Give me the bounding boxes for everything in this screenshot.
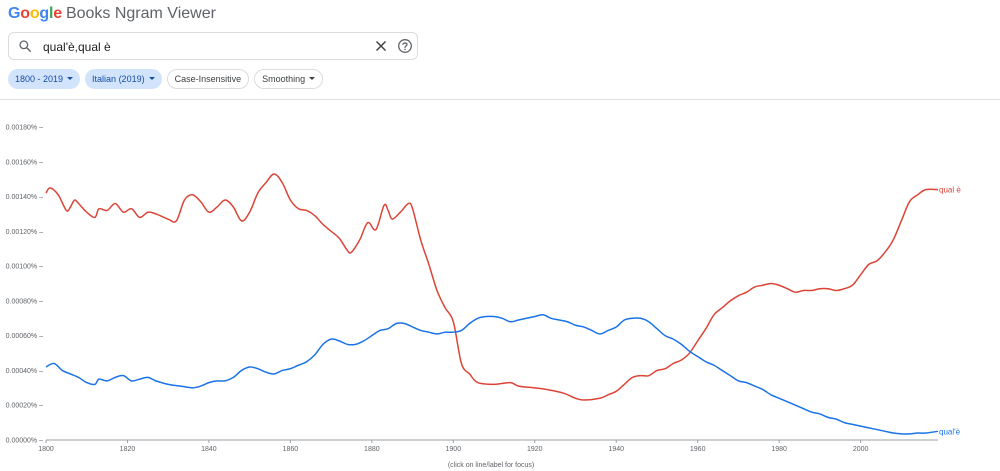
x-tick-label: 1800 bbox=[38, 446, 54, 453]
series-label-1[interactable]: qual'è bbox=[939, 427, 961, 436]
help-icon[interactable] bbox=[397, 38, 413, 54]
x-tick-label: 1960 bbox=[690, 446, 706, 453]
y-tick-label: 0.00100% – bbox=[6, 264, 43, 271]
y-tick-label: 0.00140% – bbox=[6, 194, 43, 201]
logo-letter: G bbox=[8, 5, 21, 22]
chip-year-range[interactable]: 1800 - 2019 bbox=[8, 69, 81, 89]
x-tick-label: 2000 bbox=[853, 446, 869, 453]
y-tick-label: 0.00000% – bbox=[6, 438, 43, 445]
app-name: Books Ngram Viewer bbox=[65, 5, 216, 22]
logo-letter: l bbox=[48, 5, 54, 22]
y-tick-label: 0.00080% – bbox=[6, 298, 43, 305]
chip-smoothing-label: Smoothing bbox=[262, 74, 306, 84]
x-axis: 1800 1820 1840 1860 1880 1900 1920 1940 1960 1980… bbox=[38, 439, 938, 453]
chip-case-insensitive[interactable]: Case-Insensitive bbox=[166, 69, 250, 89]
x-tick-label: 1940 bbox=[608, 446, 624, 453]
x-tick-label: 1980 bbox=[771, 446, 787, 453]
series-line-0[interactable] bbox=[45, 173, 939, 401]
y-tick-label: 0.00160% – bbox=[6, 159, 43, 166]
chip-case-insensitive-label: Case-Insensitive bbox=[174, 74, 242, 84]
close-icon[interactable] bbox=[375, 40, 387, 52]
x-tick-label: 1920 bbox=[527, 446, 543, 453]
y-tick-label: 0.00060% – bbox=[6, 333, 43, 340]
filter-chips: 1800 - 2019 Italian (2019) Case-Insensitiv… bbox=[8, 69, 328, 89]
series-label-0[interactable]: qual è bbox=[939, 186, 961, 195]
search-box bbox=[8, 32, 418, 60]
logo-letter: o bbox=[20, 5, 30, 22]
logo-letter: o bbox=[29, 5, 40, 22]
chart-footnote: (click on line/label for focus) bbox=[448, 462, 534, 469]
search-icon[interactable] bbox=[18, 39, 32, 53]
logo-letter: e bbox=[53, 5, 62, 22]
chevron-down-icon bbox=[309, 77, 316, 81]
chip-corpus-label: Italian (2019) bbox=[92, 74, 145, 84]
x-tick-label: 1900 bbox=[446, 446, 462, 453]
logo-letter: g bbox=[39, 5, 49, 22]
series-labels: qual è qual'è bbox=[939, 186, 961, 437]
search-input[interactable] bbox=[41, 36, 365, 58]
chevron-down-icon bbox=[148, 77, 155, 81]
y-tick-label: 0.00180% – bbox=[6, 125, 43, 132]
x-tick-label: 1880 bbox=[364, 446, 380, 453]
app-logo[interactable]: Google Books Ngram Viewer bbox=[8, 5, 216, 23]
y-tick-label: 0.00040% – bbox=[6, 368, 43, 375]
series-lines bbox=[45, 173, 939, 435]
chip-smoothing[interactable]: Smoothing bbox=[254, 69, 324, 89]
x-tick-label: 1860 bbox=[283, 446, 299, 453]
y-tick-label: 0.00020% – bbox=[6, 403, 43, 410]
y-tick-label: 0.00120% – bbox=[6, 229, 43, 236]
google-logo: Google bbox=[8, 5, 62, 22]
chip-year-range-label: 1800 - 2019 bbox=[15, 74, 64, 84]
ngram-chart: 0.00000% – 0.00020% – 0.00040% – 0.00060% –… bbox=[6, 125, 962, 470]
chip-corpus[interactable]: Italian (2019) bbox=[85, 69, 162, 89]
x-tick-label: 1840 bbox=[201, 446, 217, 453]
y-axis: 0.00000% – 0.00020% – 0.00040% – 0.00060% –… bbox=[6, 125, 43, 445]
series-line-1[interactable] bbox=[45, 314, 939, 435]
x-tick-label: 1820 bbox=[120, 446, 136, 453]
chevron-down-icon bbox=[67, 77, 74, 81]
